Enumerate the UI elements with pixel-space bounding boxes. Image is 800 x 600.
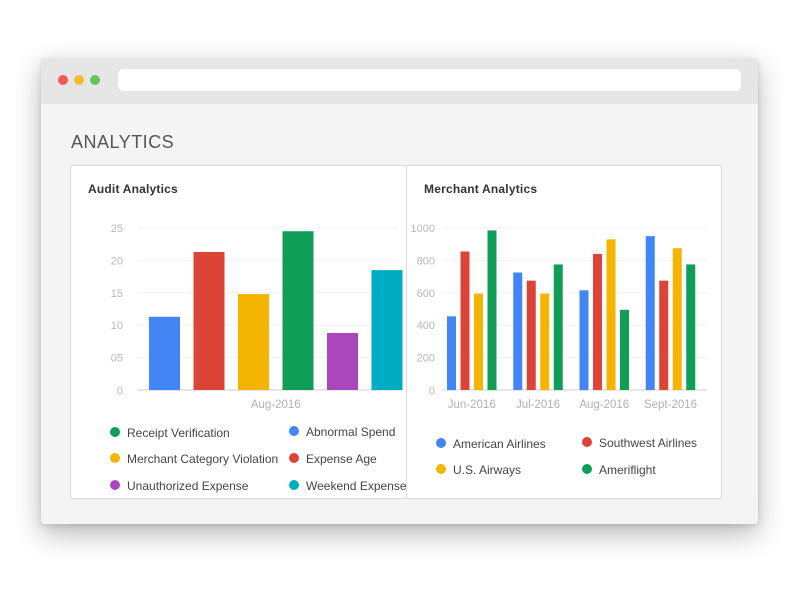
bar-southwest-airlines[interactable] — [659, 280, 669, 390]
bar-ameriflight[interactable] — [553, 264, 563, 390]
legend-dot — [110, 426, 120, 437]
page-title: ANALYTICS — [71, 132, 175, 152]
bar-southwest-airlines[interactable] — [593, 253, 602, 390]
x-tick-label: Aug-2016 — [251, 399, 301, 411]
bar-american-airlines[interactable] — [645, 236, 655, 390]
legend-label: Expense Age — [306, 451, 377, 466]
merchant-analytics-title: Merchant Analytics — [424, 182, 538, 196]
x-tick-label: Jul-2016 — [516, 399, 560, 411]
bar-ameriflight[interactable] — [487, 230, 497, 390]
bar-expense-age[interactable] — [193, 251, 225, 390]
y-tick-label: 200 — [417, 353, 435, 365]
x-tick-label: Jun-2016 — [448, 399, 496, 411]
y-tick-label: 25 — [111, 223, 123, 235]
audit-legend-item: Abnormal Spend — [289, 424, 395, 439]
audit-analytics-title: Audit Analytics — [88, 182, 178, 196]
bar-weekend-expense[interactable] — [371, 270, 403, 390]
legend-label: Weekend Expense — [306, 478, 407, 493]
legend-label: Receipt Verification — [127, 425, 230, 440]
bar-abnormal-spend[interactable] — [149, 316, 180, 390]
bar-unauthorized-expense[interactable] — [327, 332, 358, 390]
legend-label: Ameriflight — [599, 462, 656, 477]
merchant-legend-item: Ameriflight — [582, 462, 656, 477]
address-bar[interactable] — [118, 69, 741, 91]
legend-dot — [110, 479, 120, 490]
x-tick-label: Sept-2016 — [644, 399, 697, 411]
legend-dot — [289, 452, 299, 463]
y-tick-label: 0 — [429, 385, 435, 397]
legend-label: Abnormal Spend — [306, 424, 396, 439]
merchant-legend-item: American Airlines — [436, 436, 546, 451]
audit-analytics-card: Audit Analytics 0 05 10 15 20 25 Aug-2016 Rece… — [70, 165, 413, 499]
audit-legend-item: Unauthorized Expense — [110, 478, 248, 493]
legend-dot — [582, 463, 592, 474]
bar-u-s-airways[interactable] — [540, 293, 550, 390]
minimize-window-button[interactable] — [74, 75, 84, 85]
y-tick-label: 0 — [117, 385, 123, 397]
bar-ameriflight[interactable] — [620, 309, 629, 390]
close-window-button[interactable] — [58, 75, 68, 85]
legend-label: American Airlines — [453, 436, 546, 451]
audit-analytics-chart: 0 05 10 15 20 25 Aug-2016 — [111, 223, 403, 411]
y-tick-label: 400 — [417, 320, 435, 332]
bar-american-airlines[interactable] — [513, 272, 523, 390]
bar-u-s-airways[interactable] — [606, 239, 616, 390]
y-tick-label: 800 — [417, 255, 435, 267]
legend-dot — [289, 479, 299, 490]
bar-american-airlines[interactable] — [579, 290, 589, 390]
legend-label: Merchant Category Violation — [127, 451, 279, 466]
y-tick-label: 600 — [417, 288, 435, 300]
y-tick-label: 20 — [111, 255, 123, 267]
bar-u-s-airways[interactable] — [672, 248, 682, 390]
y-tick-label: 05 — [111, 353, 123, 365]
legend-dot — [110, 452, 120, 463]
bar-american-airlines[interactable] — [447, 316, 456, 390]
merchant-legend-item: Southwest Airlines — [582, 435, 697, 450]
bar-ameriflight[interactable] — [686, 264, 696, 390]
bar-southwest-airlines[interactable] — [526, 280, 536, 390]
legend-label: Southwest Airlines — [599, 435, 698, 450]
legend-dot — [436, 463, 446, 474]
bar-southwest-airlines[interactable] — [460, 251, 470, 390]
legend-label: Unauthorized Expense — [127, 478, 249, 493]
y-tick-label: 10 — [111, 320, 123, 332]
legend-dot — [436, 437, 446, 448]
bar-u-s-airways[interactable] — [474, 293, 483, 390]
legend-dot — [582, 436, 592, 447]
merchant-analytics-card: Merchant Analytics 0 200 400 600 800 1000 Jun-… — [406, 165, 722, 499]
bar-merchant-category-violation[interactable] — [238, 294, 269, 390]
merchant-analytics-chart: 0 200 400 600 800 1000 Jun-2016 Jul-2016 Aug-201… — [411, 223, 707, 411]
bar-receipt-verification[interactable] — [282, 231, 314, 390]
maximize-window-button[interactable] — [90, 75, 100, 85]
audit-legend-item: Weekend Expense — [289, 478, 407, 493]
audit-legend-item: Expense Age — [289, 451, 377, 466]
y-tick-label: 15 — [111, 288, 123, 300]
audit-legend-item: Merchant Category Violation — [110, 451, 278, 466]
y-tick-label: 1000 — [411, 223, 435, 235]
legend-dot — [289, 425, 299, 436]
window-titlebar — [41, 58, 758, 104]
merchant-legend-item: U.S. Airways — [436, 462, 521, 477]
legend-label: U.S. Airways — [453, 462, 522, 477]
audit-legend-item: Receipt Verification — [110, 425, 230, 440]
x-tick-label: Aug-2016 — [579, 399, 629, 411]
browser-window: ANALYTICS Audit Analytics 0 05 10 15 20 25 Aug… — [41, 58, 758, 524]
